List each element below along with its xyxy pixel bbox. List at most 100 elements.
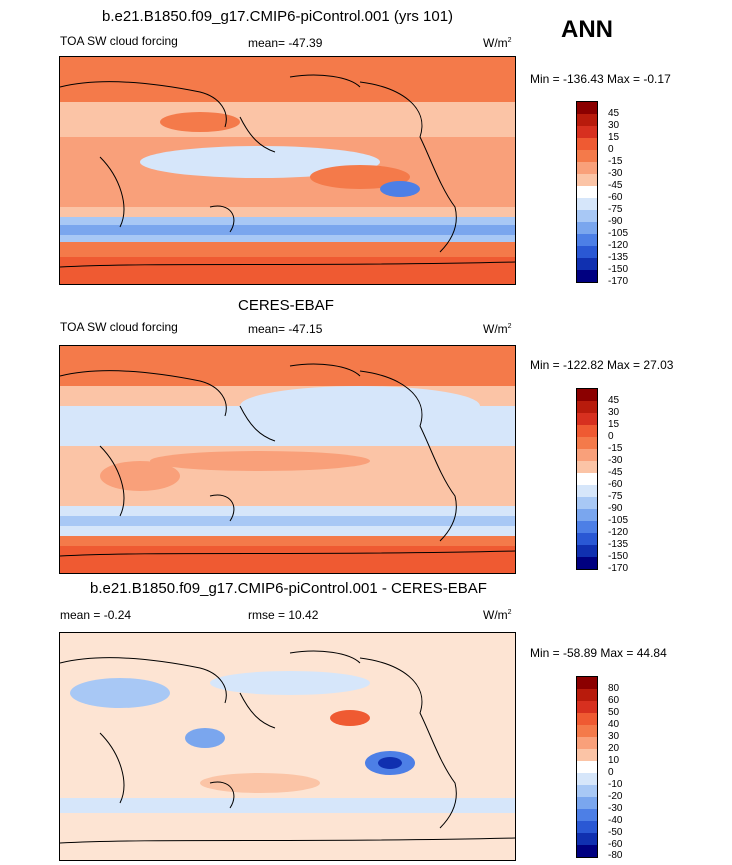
cbar-tick: 10 <box>608 755 620 766</box>
panel3-minmax: Min = -58.89 Max = 44.84 <box>530 646 667 660</box>
cbar-swatch <box>577 473 597 485</box>
cbar-swatch <box>577 545 597 557</box>
map-panel-diff <box>59 632 516 861</box>
cbar-tick: -60 <box>608 839 623 850</box>
cbar-tick: 50 <box>608 707 620 718</box>
cbar-swatch <box>577 485 597 497</box>
cbar-swatch <box>577 725 597 737</box>
season-label: ANN <box>561 16 613 43</box>
cbar-tick: 45 <box>608 395 620 406</box>
cbar-swatch <box>577 222 597 234</box>
cbar-tick: -105 <box>608 228 629 239</box>
panel2-mean: mean= -47.15 <box>248 322 323 336</box>
cbar-swatch <box>577 234 597 246</box>
cbar-tick: 40 <box>608 719 620 730</box>
cbar-swatch <box>577 437 597 449</box>
cbar-tick: 60 <box>608 695 620 706</box>
cbar-tick: 0 <box>608 144 614 155</box>
cbar-tick: -90 <box>608 503 623 514</box>
obs-title: CERES-EBAF <box>238 297 334 314</box>
cbar-swatch <box>577 413 597 425</box>
cbar-swatch <box>577 401 597 413</box>
cbar-tick: -120 <box>608 527 629 538</box>
cbar-swatch <box>577 833 597 845</box>
cbar-tick: 20 <box>608 743 620 754</box>
cbar-tick: -10 <box>608 779 623 790</box>
cbar-swatch <box>577 210 597 222</box>
cbar-swatch <box>577 270 597 282</box>
case-title: b.e21.B1850.f09_g17.CMIP6-piControl.001 … <box>102 8 454 25</box>
cbar-tick: -120 <box>608 240 629 251</box>
cbar-swatch <box>577 258 597 270</box>
panel2-units: W/m2 <box>483 322 512 336</box>
cbar-tick: -105 <box>608 515 629 526</box>
cbar-swatch <box>577 809 597 821</box>
panel2-minmax: Min = -122.82 Max = 27.03 <box>530 358 674 372</box>
model-contour-map <box>60 57 515 284</box>
cbar-swatch <box>577 198 597 210</box>
cbar-tick: 30 <box>608 731 620 742</box>
cbar-tick: 0 <box>608 767 614 778</box>
cbar-swatch <box>577 701 597 713</box>
cbar-tick: -60 <box>608 192 623 203</box>
cbar-swatch <box>577 737 597 749</box>
cbar-swatch <box>577 150 597 162</box>
map-panel-obs <box>59 345 516 574</box>
panel3-mean: mean = -0.24 <box>60 608 132 622</box>
cbar-tick: -170 <box>608 276 629 287</box>
cbar-swatch <box>577 449 597 461</box>
cbar-swatch <box>577 677 597 689</box>
diff-title: b.e21.B1850.f09_g17.CMIP6-piControl.001 … <box>90 580 487 597</box>
cbar-tick: -50 <box>608 827 623 838</box>
cbar-swatch <box>577 845 597 857</box>
cbar-tick: -15 <box>608 156 623 167</box>
cbar-swatch <box>577 713 597 725</box>
panel3-rmse: rmse = 10.42 <box>248 608 319 622</box>
cbar-swatch <box>577 246 597 258</box>
cbar-tick: -30 <box>608 168 623 179</box>
cbar-swatch <box>577 521 597 533</box>
cbar-swatch <box>577 821 597 833</box>
cbar-tick: -45 <box>608 180 623 191</box>
cbar-tick: -15 <box>608 443 623 454</box>
cbar-swatch <box>577 461 597 473</box>
cbar-tick: 30 <box>608 407 620 418</box>
panel1-variable: TOA SW cloud forcing <box>60 34 178 48</box>
cbar-tick: -150 <box>608 551 629 562</box>
cbar-tick: 30 <box>608 120 620 131</box>
map-panel-model <box>59 56 516 285</box>
cbar-tick: 15 <box>608 419 620 430</box>
cbar-swatch <box>577 114 597 126</box>
panel1-mean: mean= -47.39 <box>248 36 323 50</box>
cbar-tick: -75 <box>608 491 623 502</box>
cbar-swatch <box>577 174 597 186</box>
colorbar-obs <box>576 388 598 570</box>
cbar-tick: -90 <box>608 216 623 227</box>
cbar-tick: -45 <box>608 467 623 478</box>
cbar-swatch <box>577 557 597 569</box>
cbar-swatch <box>577 389 597 401</box>
cbar-swatch <box>577 425 597 437</box>
cbar-tick: -30 <box>608 803 623 814</box>
cbar-swatch <box>577 785 597 797</box>
obs-contour-map <box>60 346 515 573</box>
cbar-swatch <box>577 138 597 150</box>
cbar-tick: -80 <box>608 850 623 861</box>
cbar-swatch <box>577 749 597 761</box>
cbar-tick: -20 <box>608 791 623 802</box>
cbar-tick: 15 <box>608 132 620 143</box>
cbar-swatch <box>577 497 597 509</box>
cbar-tick: -75 <box>608 204 623 215</box>
cbar-tick: -40 <box>608 815 623 826</box>
cbar-swatch <box>577 186 597 198</box>
cbar-swatch <box>577 797 597 809</box>
cbar-tick: -135 <box>608 539 629 550</box>
cbar-swatch <box>577 162 597 174</box>
cbar-tick: -150 <box>608 264 629 275</box>
cbar-swatch <box>577 773 597 785</box>
cbar-swatch <box>577 689 597 701</box>
cbar-tick: -60 <box>608 479 623 490</box>
panel2-variable: TOA SW cloud forcing <box>60 320 178 334</box>
cbar-swatch <box>577 102 597 114</box>
cbar-swatch <box>577 126 597 138</box>
